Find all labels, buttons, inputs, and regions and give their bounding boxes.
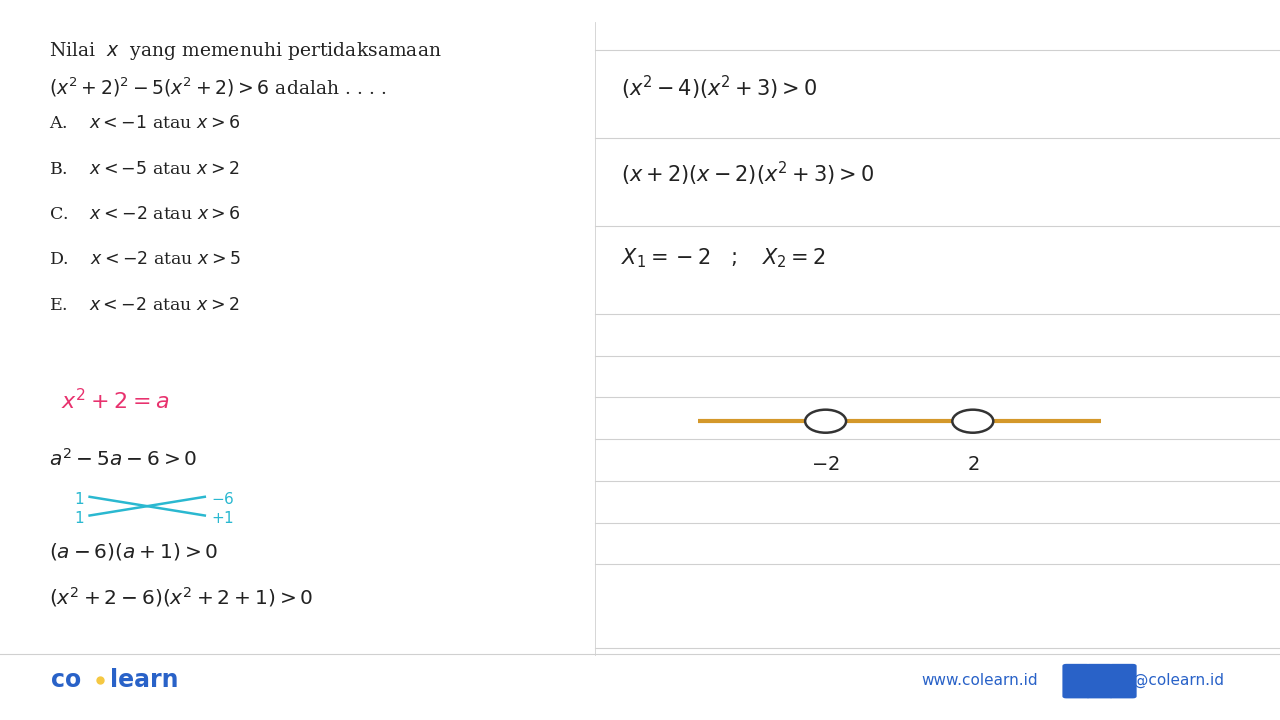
Text: $(x^2+2-6)(x^2+2+1) > 0$: $(x^2+2-6)(x^2+2+1) > 0$	[49, 585, 312, 608]
Text: co: co	[51, 668, 82, 693]
Text: $(x^2 + 2)^2 - 5(x^2 + 2) > 6$ adalah . . . .: $(x^2 + 2)^2 - 5(x^2 + 2) > 6$ adalah . …	[49, 76, 387, 99]
Text: A.    $x < -1$ atau $x > 6$: A. $x < -1$ atau $x > 6$	[49, 115, 239, 132]
FancyBboxPatch shape	[1085, 664, 1114, 698]
Text: Nilai  $x$  yang memenuhi pertidaksamaan: Nilai $x$ yang memenuhi pertidaksamaan	[49, 40, 442, 62]
Circle shape	[952, 410, 993, 433]
Text: $X_1 = -2 \quad ; \quad X_2 = 2$: $X_1 = -2 \quad ; \quad X_2 = 2$	[621, 246, 826, 270]
Text: $1$: $1$	[74, 510, 84, 526]
Text: www.colearn.id: www.colearn.id	[922, 673, 1038, 688]
FancyBboxPatch shape	[1062, 664, 1091, 698]
FancyBboxPatch shape	[1108, 664, 1137, 698]
Text: $-2$: $-2$	[812, 456, 840, 474]
Text: @colearn.id: @colearn.id	[1133, 672, 1224, 688]
Text: $(x^2-4)(x^2+3) > 0$: $(x^2-4)(x^2+3) > 0$	[621, 73, 817, 102]
Text: $x^2+2=a$: $x^2+2=a$	[61, 389, 170, 414]
Text: $a^2 - 5a - 6 > 0$: $a^2 - 5a - 6 > 0$	[49, 448, 197, 469]
Text: C.    $x < -2$ atau $x > 6$: C. $x < -2$ atau $x > 6$	[49, 206, 241, 223]
Text: f: f	[1075, 675, 1080, 685]
Text: $1$: $1$	[74, 491, 84, 507]
Text: $2$: $2$	[966, 456, 979, 474]
Text: d: d	[1120, 675, 1128, 685]
Text: O: O	[1096, 675, 1106, 685]
Text: $-6$: $-6$	[211, 491, 234, 507]
Text: $(a-6)(a+1) > 0$: $(a-6)(a+1) > 0$	[49, 541, 218, 562]
Text: E.    $x < -2$ atau $x > 2$: E. $x < -2$ atau $x > 2$	[49, 297, 239, 314]
Text: $+1$: $+1$	[211, 510, 234, 526]
Text: D.    $x < -2$ atau $x > 5$: D. $x < -2$ atau $x > 5$	[49, 251, 241, 269]
Text: B.    $x < -5$ atau $x > 2$: B. $x < -5$ atau $x > 2$	[49, 161, 239, 178]
Text: learn: learn	[110, 668, 179, 693]
Text: $(x+2)(x-2)(x^2+3) > 0$: $(x+2)(x-2)(x^2+3) > 0$	[621, 160, 874, 188]
Circle shape	[805, 410, 846, 433]
